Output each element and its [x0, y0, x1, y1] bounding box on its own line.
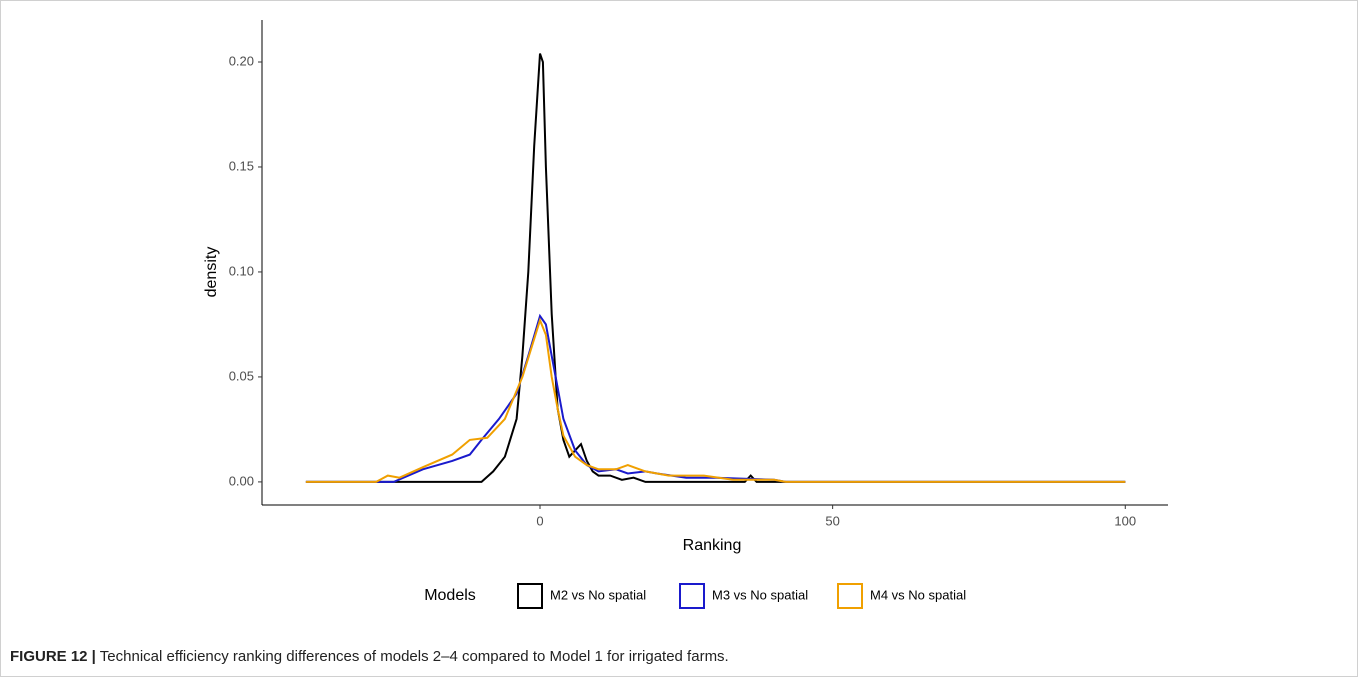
legend-label: M4 vs No spatial [870, 587, 966, 602]
legend-key [517, 583, 543, 609]
caption-label: FIGURE 12 | [10, 648, 96, 665]
x-tick-label: 100 [1114, 513, 1136, 528]
y-tick-label: 0.10 [229, 263, 254, 278]
caption: FIGURE 12 | Technical efficiency ranking… [10, 648, 729, 665]
x-tick-label: 0 [536, 513, 543, 528]
y-axis-title: density [203, 247, 220, 298]
x-axis-title: Ranking [683, 537, 742, 554]
legend-key [837, 583, 863, 609]
y-tick-label: 0.15 [229, 158, 254, 173]
density-line [305, 53, 1126, 483]
density-line [305, 317, 1126, 483]
legend-key [679, 583, 705, 609]
caption-text: Technical efficiency ranking differences… [99, 648, 729, 665]
y-tick-label: 0.05 [229, 368, 254, 383]
legend-label: M2 vs No spatial [550, 587, 646, 602]
y-tick-label: 0.20 [229, 53, 254, 68]
y-tick-label: 0.00 [229, 473, 254, 488]
chart: Ranking density Models 0.00 0.05 0.10 0.15 0… [203, 20, 1168, 609]
density-line [305, 313, 1126, 483]
x-tick-label: 50 [825, 513, 839, 528]
legend-label: M3 vs No spatial [712, 587, 808, 602]
legend-title: Models [424, 587, 476, 604]
